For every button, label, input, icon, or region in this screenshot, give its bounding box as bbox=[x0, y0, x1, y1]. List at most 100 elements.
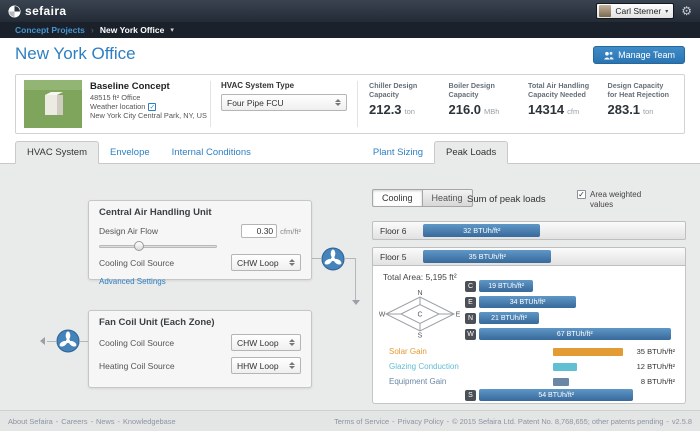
footer-link-about[interactable]: About Sefaira bbox=[8, 416, 53, 426]
compass-n-label: N bbox=[417, 290, 422, 297]
cahu-title: Central Air Handling Unit bbox=[99, 207, 212, 218]
zone-row-n[interactable]: N 21 BTUh/ft² bbox=[465, 312, 540, 324]
area-weighted-checkbox[interactable]: ✓ bbox=[577, 190, 586, 199]
solar-gain-row[interactable]: Solar Gain 35 BTUh/ft² bbox=[389, 346, 675, 357]
tab-peak-loads[interactable]: Peak Loads bbox=[434, 141, 509, 164]
gear-icon[interactable]: ⚙ bbox=[681, 4, 692, 18]
metric-boiler: Boiler Design Capacity 216.0 MBh bbox=[448, 81, 500, 117]
concept-area: 48515 ft² Office bbox=[90, 92, 141, 102]
concept-thumbnail[interactable] bbox=[24, 80, 82, 128]
zone-row-c[interactable]: C 19 BTUh/ft² bbox=[465, 280, 534, 292]
cooling-toggle-button[interactable]: Cooling bbox=[372, 189, 423, 207]
footer-link-privacy[interactable]: Privacy Policy bbox=[397, 416, 444, 426]
main-content: Central Air Handling Unit Design Air Flo… bbox=[0, 164, 700, 410]
chevron-down-icon[interactable]: ▾ bbox=[170, 27, 174, 34]
breadcrumb: Concept Projects › New York Office ▾ bbox=[0, 22, 700, 38]
zone-c-bar: 19 BTUh/ft² bbox=[479, 280, 534, 292]
equipment-gain-label[interactable]: Equipment Gain bbox=[389, 377, 447, 386]
breadcrumb-current[interactable]: New York Office bbox=[99, 25, 165, 35]
zone-c-badge: C bbox=[465, 280, 476, 292]
floor-5-bar: 35 BTUh/ft² bbox=[423, 250, 552, 263]
glazing-conduction-label[interactable]: Glazing Conduction bbox=[389, 362, 459, 371]
zone-w-badge: W bbox=[465, 328, 476, 340]
tab-internal-conditions[interactable]: Internal Conditions bbox=[171, 147, 251, 158]
footer-link-knowledgebase[interactable]: Knowledgebase bbox=[122, 416, 176, 426]
weather-location-label: Weather location bbox=[90, 102, 146, 112]
sum-of-peak-loads-label: Sum of peak loads bbox=[467, 194, 546, 205]
footer-link-terms[interactable]: Terms of Service bbox=[334, 416, 390, 426]
metric-boiler-value: 216.0 bbox=[448, 102, 482, 117]
footer-link-news[interactable]: News bbox=[96, 416, 115, 426]
central-air-handling-unit-panel: Central Air Handling Unit Design Air Flo… bbox=[88, 200, 312, 286]
metric-chiller: Chiller Design Capacity 212.3 ton bbox=[369, 81, 418, 117]
glazing-conduction-row[interactable]: Glazing Conduction 12 BTUh/ft² bbox=[389, 361, 675, 372]
heating-toggle-button[interactable]: Heating bbox=[422, 189, 473, 207]
metric-heat-rejection-value: 283.1 bbox=[607, 102, 641, 117]
floor-6-bar: 32 BTUh/ft² bbox=[423, 224, 541, 237]
page-title: New York Office bbox=[15, 44, 136, 63]
weather-location-checkbox[interactable]: ✓ bbox=[148, 102, 157, 111]
topbar-right: Carl Sterner ▾ ⚙ bbox=[596, 3, 692, 19]
zone-w-bar: 67 BTUh/ft² bbox=[479, 328, 671, 340]
design-air-flow-label: Design Air Flow bbox=[99, 226, 159, 236]
advanced-settings-link[interactable]: Advanced Settings bbox=[99, 277, 166, 286]
tab-bar: HVAC System Envelope Internal Conditions… bbox=[0, 140, 700, 164]
fcu-heating-coil-select[interactable]: HHW Loop bbox=[231, 357, 301, 374]
divider bbox=[210, 81, 211, 127]
compass-e-label: E bbox=[456, 312, 461, 319]
floor-6-row[interactable]: Floor 6 32 BTUh/ft² bbox=[372, 221, 686, 240]
metric-air-handling: Total Air Handling Capacity Needed 14314… bbox=[528, 81, 590, 117]
zone-e-bar: 34 BTUh/ft² bbox=[479, 296, 577, 308]
sefaira-logo-icon bbox=[8, 4, 21, 18]
design-air-flow-slider[interactable] bbox=[99, 241, 217, 251]
breadcrumb-separator-icon: › bbox=[90, 25, 94, 35]
zone-row-s[interactable]: S 54 BTUh/ft² bbox=[465, 389, 634, 401]
metric-boiler-unit: MBh bbox=[484, 107, 500, 116]
fan-coil-unit-panel: Fan Coil Unit (Each Zone) Cooling Coil S… bbox=[88, 310, 312, 388]
select-caret-icon bbox=[335, 99, 341, 106]
chevron-down-icon: ▾ bbox=[665, 8, 669, 15]
arrow-down-icon bbox=[352, 300, 360, 305]
connector-line bbox=[345, 258, 356, 259]
concept-info: Baseline Concept 48515 ft² Office Weathe… bbox=[90, 75, 210, 133]
equipment-gain-bar bbox=[553, 377, 569, 386]
glazing-conduction-value: 12 BTUh/ft² bbox=[636, 362, 675, 371]
tab-plant-sizing[interactable]: Plant Sizing bbox=[372, 147, 424, 158]
total-area-label: Total Area: 5,195 ft² bbox=[383, 272, 457, 282]
divider bbox=[357, 81, 358, 127]
slider-thumb[interactable] bbox=[134, 241, 145, 251]
tab-hvac-system[interactable]: HVAC System bbox=[15, 141, 100, 164]
floor-6-label: Floor 6 bbox=[380, 225, 407, 236]
sefaira-logo[interactable]: sefaira bbox=[8, 4, 67, 18]
tab-envelope[interactable]: Envelope bbox=[110, 147, 150, 158]
equipment-gain-row[interactable]: Equipment Gain 8 BTUh/ft² bbox=[389, 376, 675, 387]
footer-right: Terms of Service - Privacy Policy - © 20… bbox=[334, 416, 692, 426]
hvac-system-type-label: HVAC System Type bbox=[221, 81, 295, 90]
user-menu-button[interactable]: Carl Sterner ▾ bbox=[596, 3, 675, 19]
footer-link-careers[interactable]: Careers bbox=[61, 416, 88, 426]
metric-air-handling-unit: cfm bbox=[567, 107, 580, 116]
solar-gain-label[interactable]: Solar Gain bbox=[389, 347, 427, 356]
manage-team-label: Manage Team bbox=[618, 50, 675, 60]
hvac-system-type-select[interactable]: Four Pipe FCU bbox=[221, 94, 347, 111]
connector-line bbox=[47, 341, 56, 342]
top-bar: sefaira Carl Sterner ▾ ⚙ bbox=[0, 0, 700, 22]
design-air-flow-input[interactable]: 0.30 bbox=[241, 224, 278, 238]
slider-track[interactable] bbox=[99, 245, 217, 248]
arrow-left-icon bbox=[40, 337, 45, 345]
footer-copyright: © 2015 Sefaira Ltd. Patent No. 8,768,655… bbox=[452, 416, 664, 426]
compass-s-label: S bbox=[418, 333, 423, 339]
zone-e-badge: E bbox=[465, 296, 476, 308]
capacity-metrics: Chiller Design Capacity 212.3 ton Boiler … bbox=[358, 75, 684, 133]
fcu-cooling-coil-select[interactable]: CHW Loop bbox=[231, 334, 301, 351]
floor-5-row[interactable]: Floor 5 35 BTUh/ft² bbox=[372, 247, 686, 266]
cahu-cooling-coil-select[interactable]: CHW Loop bbox=[231, 254, 301, 271]
manage-team-button[interactable]: Manage Team bbox=[593, 46, 685, 64]
connector-line bbox=[80, 341, 88, 342]
breadcrumb-projects-link[interactable]: Concept Projects bbox=[15, 25, 85, 35]
fcu-heating-coil-label: Heating Coil Source bbox=[99, 360, 175, 371]
floor-plan-compass: N W E S C bbox=[379, 290, 461, 339]
cahu-cooling-coil-label: Cooling Coil Source bbox=[99, 257, 175, 268]
zone-row-w[interactable]: W 67 BTUh/ft² bbox=[465, 328, 671, 340]
zone-row-e[interactable]: E 34 BTUh/ft² bbox=[465, 296, 577, 308]
